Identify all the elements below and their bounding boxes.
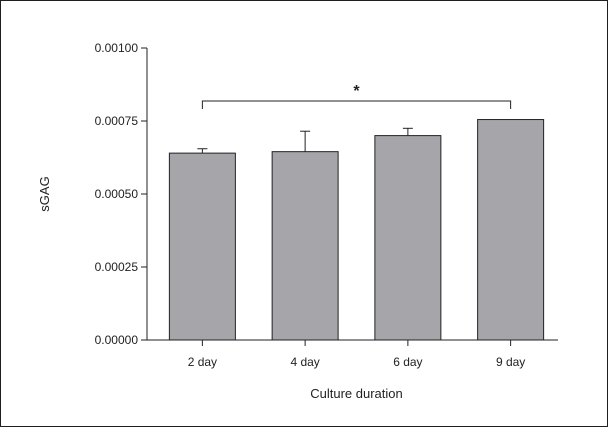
x-tick-label: 4 day — [290, 355, 319, 369]
bars — [168, 119, 545, 341]
y-axis: 0.00000 0.00025 0.00050 0.00075 0.00100 — [95, 41, 148, 347]
y-tick-label: 0.00100 — [95, 41, 139, 55]
bar-9-day — [477, 119, 545, 341]
y-tick-label: 0.00075 — [95, 114, 139, 128]
x-axis: 2 day 4 day 6 day 9 day — [147, 339, 558, 369]
y-axis-label: sGAG — [37, 176, 52, 211]
bar-4-day — [271, 151, 339, 341]
error-bars — [197, 127, 413, 154]
x-tick-label: 9 day — [496, 355, 525, 369]
significance-star: * — [353, 83, 360, 100]
significance-bracket — [201, 100, 512, 109]
x-axis-label: Culture duration — [310, 386, 403, 401]
x-tick-label: 2 day — [188, 355, 217, 369]
bar-6-day — [374, 135, 442, 341]
y-tick-label: 0.00025 — [95, 260, 139, 274]
y-tick-label: 0.00000 — [95, 333, 139, 347]
bar-2-day — [168, 152, 236, 341]
x-tick-label: 6 day — [393, 355, 422, 369]
y-tick-label: 0.00050 — [95, 187, 139, 201]
significance-annotation: * — [201, 83, 512, 109]
